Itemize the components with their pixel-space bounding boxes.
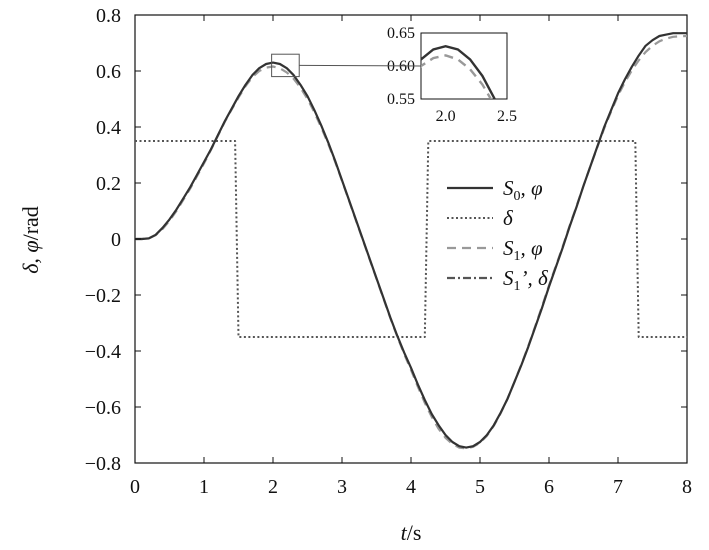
x-tick-label: 4 [406, 476, 416, 498]
zoom-connector [299, 64, 422, 67]
y-tick-label: 0.2 [96, 173, 121, 195]
x-tick-label: 7 [613, 476, 623, 498]
legend-label: δ [503, 206, 514, 230]
x-tick-label: 1 [199, 476, 209, 498]
x-tick-label: 2 [268, 476, 278, 498]
y-tick-label: −0.8 [85, 453, 121, 475]
y-tick-label: −0.4 [85, 341, 121, 363]
x-axis: 0 1 2 3 4 5 6 7 8 [130, 15, 692, 498]
inset-series-line-0 [421, 44, 497, 99]
y-tick-label: 0.4 [96, 117, 121, 139]
y-axis-label: δ, φ/rad [18, 206, 43, 274]
x-tick-label: 3 [337, 476, 347, 498]
plot-frame [134, 14, 688, 464]
x-tick-label: 0 [130, 476, 140, 498]
inset-x-tick-label: 2.0 [436, 108, 456, 125]
inset-series-line-2 [421, 54, 493, 99]
legend-label: S0, φ [503, 176, 543, 204]
y-axis: −0.8 −0.6 −0.4 −0.2 0 0.2 0.4 0.6 0.8 [85, 5, 687, 475]
y-tick-label: −0.2 [85, 285, 121, 307]
zoom-box [271, 53, 300, 78]
inset-x-tick-label: 2.5 [497, 108, 517, 125]
inset-y-tick-label: 0.60 [387, 58, 415, 75]
x-tick-label: 5 [475, 476, 485, 498]
y-tick-label: 0.8 [96, 5, 121, 27]
series-line-0 [135, 32, 687, 449]
x-tick-label: 8 [682, 476, 692, 498]
y-tick-label: −0.6 [85, 397, 121, 419]
y-tick-label: 0.6 [96, 61, 121, 83]
x-axis-label: t/s [401, 520, 422, 545]
inset-plot: 0.65 0.60 0.55 2.0 2.5 [271, 25, 517, 125]
y-tick-label: 0 [111, 229, 121, 251]
legend-label: S1, φ [503, 236, 543, 264]
plot-area [134, 14, 688, 464]
x-tick-label: 6 [544, 476, 554, 498]
inset-frame [420, 32, 508, 100]
inset-y-tick-label: 0.65 [387, 25, 415, 42]
series-line-1 [135, 140, 687, 338]
legend-label: S1’, δ [503, 266, 549, 294]
inset-y-tick-label: 0.55 [387, 91, 415, 108]
legend: S0, φδ S1, φS1’, δ [447, 176, 549, 294]
